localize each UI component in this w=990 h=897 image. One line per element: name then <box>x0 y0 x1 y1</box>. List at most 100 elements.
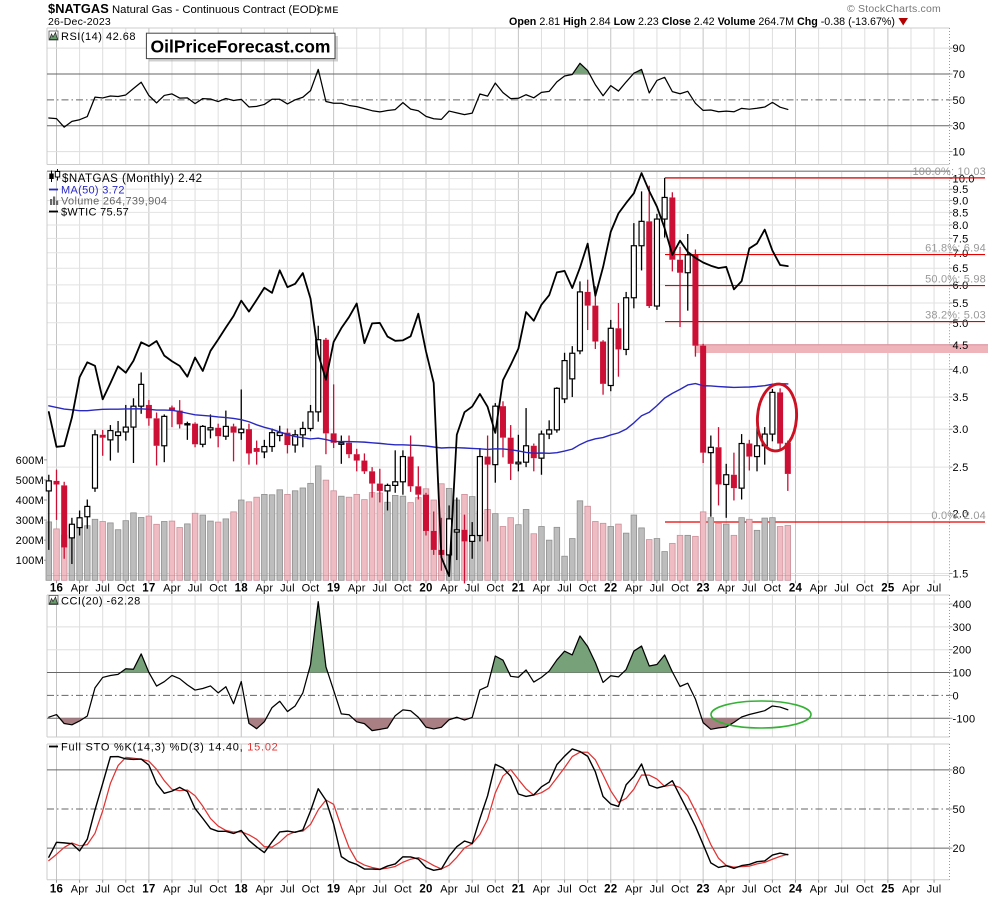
svg-text:Apr: Apr <box>810 884 828 896</box>
svg-text:Jul: Jul <box>465 884 480 896</box>
svg-text:8.0: 8.0 <box>953 220 969 232</box>
svg-text:Oct: Oct <box>579 583 597 595</box>
svg-text:50: 50 <box>953 95 966 107</box>
svg-text:10.0: 10.0 <box>953 174 975 186</box>
svg-text:Jul: Jul <box>742 884 757 896</box>
svg-text:Apr: Apr <box>348 884 366 896</box>
svg-text:Jul: Jul <box>372 884 387 896</box>
svg-text:Jul: Jul <box>927 884 942 896</box>
svg-text:Oct: Oct <box>671 583 689 595</box>
svg-text:24: 24 <box>789 884 803 896</box>
svg-text:1.5: 1.5 <box>953 568 969 580</box>
svg-text:Apr: Apr <box>902 884 920 896</box>
svg-text:5.5: 5.5 <box>953 298 969 310</box>
svg-text:30: 30 <box>953 121 966 133</box>
svg-text:22: 22 <box>604 583 617 595</box>
svg-text:© StockCharts.com: © StockCharts.com <box>847 3 941 15</box>
svg-text:$NATGAS (Monthly) 2.42: $NATGAS (Monthly) 2.42 <box>62 173 203 185</box>
svg-text:16: 16 <box>50 884 63 896</box>
svg-text:Apr: Apr <box>902 583 920 595</box>
svg-text:Jul: Jul <box>834 884 849 896</box>
svg-text:Oct: Oct <box>764 583 782 595</box>
svg-text:20: 20 <box>419 583 432 595</box>
svg-text:Jul: Jul <box>188 583 203 595</box>
svg-text:21: 21 <box>512 884 526 896</box>
svg-text:Volume 264,739,904: Volume 264,739,904 <box>61 196 167 208</box>
svg-text:Oct: Oct <box>764 884 782 896</box>
svg-text:Apr: Apr <box>717 583 735 595</box>
svg-text:Full STO %K(14,3) %D(3) 14.40,: Full STO %K(14,3) %D(3) 14.40, 15.02 <box>61 742 279 754</box>
svg-text:RSI(14) 42.68: RSI(14) 42.68 <box>61 31 136 43</box>
svg-text:Apr: Apr <box>255 583 273 595</box>
svg-text:Oct: Oct <box>209 583 227 595</box>
svg-text:300M: 300M <box>16 515 44 527</box>
svg-text:20: 20 <box>419 884 432 896</box>
svg-text:50.0%: 5.98: 50.0%: 5.98 <box>925 274 986 286</box>
svg-text:18: 18 <box>235 884 249 896</box>
svg-text:Jul: Jul <box>372 583 387 595</box>
svg-text:OilPriceForecast.com: OilPriceForecast.com <box>151 37 331 57</box>
svg-text:8.5: 8.5 <box>953 207 969 219</box>
svg-text:Apr: Apr <box>717 884 735 896</box>
svg-text:Oct: Oct <box>486 884 504 896</box>
svg-text:Natural Gas - Continuous Contr: Natural Gas - Continuous Contract (EOD) <box>112 4 321 16</box>
svg-text:Apr: Apr <box>533 884 551 896</box>
svg-text:Oct: Oct <box>394 884 412 896</box>
svg-text:MA(50) 3.72: MA(50) 3.72 <box>61 185 125 197</box>
svg-text:0: 0 <box>953 690 959 702</box>
svg-text:2.5: 2.5 <box>953 462 969 474</box>
svg-text:70: 70 <box>953 69 966 81</box>
svg-text:16: 16 <box>50 583 63 595</box>
svg-text:20: 20 <box>953 843 966 855</box>
svg-text:22: 22 <box>604 884 617 896</box>
svg-text:90: 90 <box>953 43 966 55</box>
svg-text:Jul: Jul <box>188 884 203 896</box>
svg-text:21: 21 <box>512 583 526 595</box>
svg-text:Jul: Jul <box>465 583 480 595</box>
svg-text:-100: -100 <box>953 713 976 725</box>
svg-text:38.2%: 5.03: 38.2%: 5.03 <box>925 310 986 322</box>
svg-text:Oct: Oct <box>671 884 689 896</box>
svg-text:Apr: Apr <box>163 884 181 896</box>
svg-text:Oct: Oct <box>486 583 504 595</box>
svg-text:Oct: Oct <box>117 583 135 595</box>
svg-text:10: 10 <box>953 147 966 159</box>
svg-text:Oct: Oct <box>117 884 135 896</box>
svg-text:3.0: 3.0 <box>953 424 969 436</box>
svg-text:4.5: 4.5 <box>953 340 969 352</box>
svg-text:Apr: Apr <box>255 884 273 896</box>
svg-text:5.0: 5.0 <box>953 318 969 330</box>
svg-text:Oct: Oct <box>856 583 874 595</box>
svg-text:6.5: 6.5 <box>953 263 969 275</box>
svg-text:9.5: 9.5 <box>953 184 969 196</box>
svg-text:Oct: Oct <box>209 884 227 896</box>
svg-text:25: 25 <box>881 884 895 896</box>
svg-text:19: 19 <box>327 583 340 595</box>
svg-text:4.0: 4.0 <box>953 364 969 376</box>
svg-text:Open 2.81 High 2.84 Low 2.23 C: Open 2.81 High 2.84 Low 2.23 Close 2.42 … <box>509 16 895 28</box>
svg-text:7.5: 7.5 <box>953 233 969 245</box>
svg-text:400: 400 <box>953 599 972 611</box>
svg-text:9.0: 9.0 <box>953 195 969 207</box>
svg-text:Jul: Jul <box>557 884 572 896</box>
svg-text:Jul: Jul <box>834 583 849 595</box>
svg-text:Oct: Oct <box>302 884 320 896</box>
svg-text:Apr: Apr <box>625 884 643 896</box>
svg-text:Apr: Apr <box>625 583 643 595</box>
svg-text:26-Dec-2023: 26-Dec-2023 <box>48 16 111 28</box>
svg-text:50: 50 <box>953 804 966 816</box>
svg-text:Oct: Oct <box>302 583 320 595</box>
svg-text:18: 18 <box>235 583 249 595</box>
svg-text:17: 17 <box>142 583 155 595</box>
svg-text:Jul: Jul <box>95 583 110 595</box>
svg-text:Apr: Apr <box>440 884 458 896</box>
svg-text:23: 23 <box>697 884 710 896</box>
svg-text:25: 25 <box>881 583 895 595</box>
svg-text:3.5: 3.5 <box>953 392 969 404</box>
svg-text:$NATGAS: $NATGAS <box>48 1 109 16</box>
svg-text:200M: 200M <box>16 535 44 547</box>
svg-text:CME: CME <box>317 5 339 15</box>
svg-text:$WTIC 75.57: $WTIC 75.57 <box>61 207 129 219</box>
svg-text:Apr: Apr <box>440 583 458 595</box>
svg-text:Jul: Jul <box>650 583 665 595</box>
